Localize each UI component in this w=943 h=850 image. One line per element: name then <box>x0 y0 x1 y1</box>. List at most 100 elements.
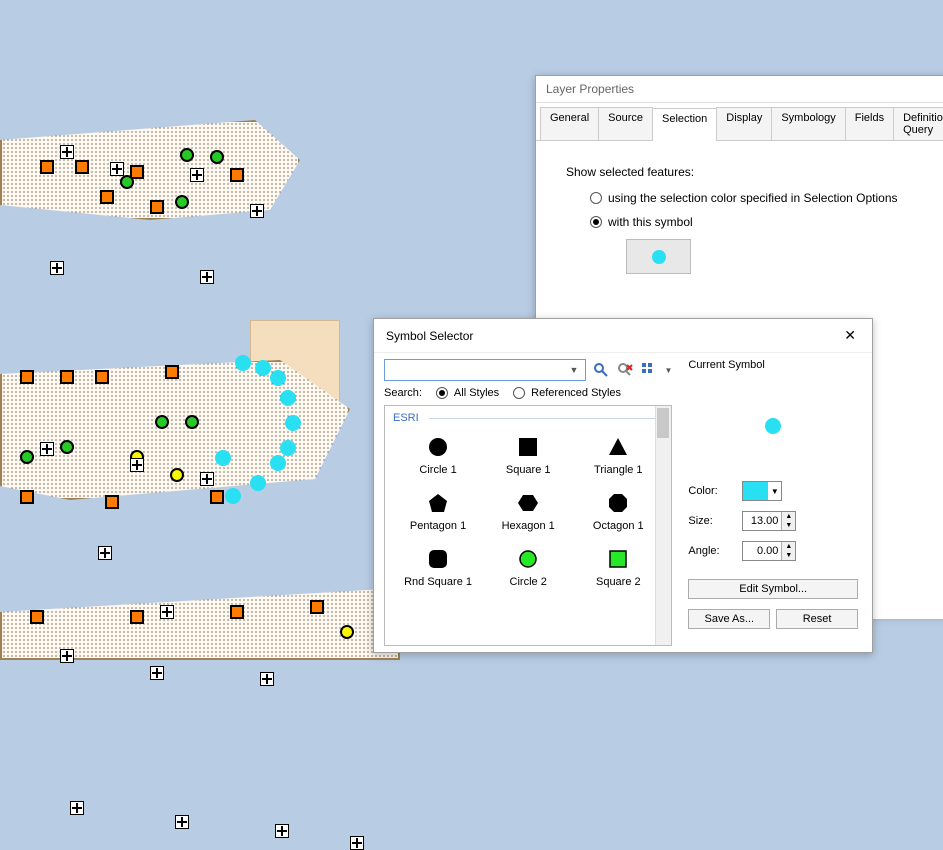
map-point-orange-sq[interactable] <box>100 190 114 204</box>
save-as-button[interactable]: Save As... <box>688 609 770 629</box>
map-point-yellow-circ[interactable] <box>340 625 354 639</box>
map-point-orange-sq[interactable] <box>95 370 109 384</box>
clear-search-icon[interactable] <box>616 361 634 379</box>
map-point-orange-sq[interactable] <box>230 168 244 182</box>
map-point-cyan-circ[interactable] <box>255 360 271 376</box>
reset-button[interactable]: Reset <box>776 609 858 629</box>
map-point-orange-sq[interactable] <box>40 160 54 174</box>
map-point-green-circ[interactable] <box>185 415 199 429</box>
map-point-green-circ[interactable] <box>175 195 189 209</box>
map-point-white-cross[interactable] <box>160 605 174 619</box>
map-point-white-cross[interactable] <box>350 836 364 850</box>
symbol-hexagon-1[interactable]: Hexagon 1 <box>483 486 573 538</box>
tab-definition-query[interactable]: Definition Query <box>893 107 943 140</box>
map-point-white-cross[interactable] <box>200 270 214 284</box>
map-point-white-cross[interactable] <box>130 458 144 472</box>
map-point-white-cross[interactable] <box>250 204 264 218</box>
close-icon[interactable]: ✕ <box>840 327 860 344</box>
map-point-orange-sq[interactable] <box>165 365 179 379</box>
radio-option-selection-color[interactable]: using the selection color specified in S… <box>590 191 924 205</box>
tab-source[interactable]: Source <box>598 107 653 140</box>
map-point-cyan-circ[interactable] <box>270 455 286 471</box>
map-point-white-cross[interactable] <box>60 649 74 663</box>
scrollbar-thumb[interactable] <box>657 408 669 438</box>
map-point-green-circ[interactable] <box>210 150 224 164</box>
dropdown-icon[interactable]: ▼ <box>664 366 672 375</box>
map-point-white-cross[interactable] <box>70 801 84 815</box>
map-point-white-cross[interactable] <box>260 672 274 686</box>
size-input[interactable]: ▲▼ <box>742 511 796 531</box>
map-point-cyan-circ[interactable] <box>225 488 241 504</box>
spinner-down-icon[interactable]: ▼ <box>782 551 795 560</box>
radio-referenced-styles[interactable]: Referenced Styles <box>513 387 621 399</box>
map-point-white-cross[interactable] <box>150 666 164 680</box>
map-point-orange-sq[interactable] <box>60 370 74 384</box>
window-title-bar[interactable]: Layer Properties <box>536 76 943 103</box>
dropdown-icon[interactable]: ▼ <box>570 365 579 375</box>
map-point-cyan-circ[interactable] <box>280 440 296 456</box>
spinner-up-icon[interactable]: ▲ <box>782 512 795 521</box>
map-point-cyan-circ[interactable] <box>215 450 231 466</box>
symbol-preview-button[interactable] <box>626 239 691 274</box>
tab-fields[interactable]: Fields <box>845 107 894 140</box>
map-point-cyan-circ[interactable] <box>250 475 266 491</box>
angle-input[interactable]: ▲▼ <box>742 541 796 561</box>
tab-symbology[interactable]: Symbology <box>771 107 845 140</box>
map-point-white-cross[interactable] <box>175 815 189 829</box>
window-title-bar[interactable]: Symbol Selector ✕ <box>374 319 872 353</box>
map-point-white-cross[interactable] <box>275 824 289 838</box>
map-point-orange-sq[interactable] <box>210 490 224 504</box>
angle-field[interactable] <box>743 542 781 560</box>
symbol-octagon-1[interactable]: Octagon 1 <box>573 486 663 538</box>
dropdown-icon[interactable]: ▼ <box>767 482 781 500</box>
spinner-up-icon[interactable]: ▲ <box>782 542 795 551</box>
map-point-white-cross[interactable] <box>110 162 124 176</box>
view-mode-icon[interactable] <box>640 361 658 379</box>
map-point-white-cross[interactable] <box>50 261 64 275</box>
search-icon[interactable] <box>592 361 610 379</box>
radio-option-with-symbol[interactable]: with this symbol <box>590 215 924 229</box>
map-point-green-circ[interactable] <box>60 440 74 454</box>
tab-display[interactable]: Display <box>716 107 772 140</box>
map-point-orange-sq[interactable] <box>310 600 324 614</box>
spinner-down-icon[interactable]: ▼ <box>782 521 795 530</box>
map-point-white-cross[interactable] <box>60 145 74 159</box>
symbol-pentagon-1[interactable]: Pentagon 1 <box>393 486 483 538</box>
color-picker[interactable]: ▼ <box>742 481 782 501</box>
symbol-square-1[interactable]: Square 1 <box>483 430 573 482</box>
map-point-white-cross[interactable] <box>40 442 54 456</box>
map-point-orange-sq[interactable] <box>75 160 89 174</box>
symbol-circle-1[interactable]: Circle 1 <box>393 430 483 482</box>
map-point-orange-sq[interactable] <box>105 495 119 509</box>
map-point-white-cross[interactable] <box>190 168 204 182</box>
symbol-rnd-square-1[interactable]: Rnd Square 1 <box>393 542 483 594</box>
tab-selection[interactable]: Selection <box>652 108 717 141</box>
symbol-triangle-1[interactable]: Triangle 1 <box>573 430 663 482</box>
map-point-white-cross[interactable] <box>200 472 214 486</box>
map-point-orange-sq[interactable] <box>20 490 34 504</box>
map-point-cyan-circ[interactable] <box>280 390 296 406</box>
map-point-cyan-circ[interactable] <box>235 355 251 371</box>
map-point-yellow-circ[interactable] <box>170 468 184 482</box>
map-point-orange-sq[interactable] <box>30 610 44 624</box>
map-point-green-circ[interactable] <box>120 175 134 189</box>
radio-all-styles[interactable]: All Styles <box>436 387 499 399</box>
scrollbar[interactable] <box>655 406 671 645</box>
map-point-green-circ[interactable] <box>155 415 169 429</box>
map-point-orange-sq[interactable] <box>230 605 244 619</box>
map-point-orange-sq[interactable] <box>20 370 34 384</box>
symbol-square-2[interactable]: Square 2 <box>573 542 663 594</box>
search-input[interactable] <box>384 359 586 381</box>
tab-general[interactable]: General <box>540 107 599 140</box>
map-point-green-circ[interactable] <box>180 148 194 162</box>
map-point-white-cross[interactable] <box>98 546 112 560</box>
map-point-orange-sq[interactable] <box>130 610 144 624</box>
symbol-circle-2[interactable]: Circle 2 <box>483 542 573 594</box>
symbol-list[interactable]: ESRI Circle 1Square 1Triangle 1Pentagon … <box>384 405 672 646</box>
edit-symbol-button[interactable]: Edit Symbol... <box>688 579 858 599</box>
map-point-cyan-circ[interactable] <box>285 415 301 431</box>
map-point-orange-sq[interactable] <box>150 200 164 214</box>
map-point-cyan-circ[interactable] <box>270 370 286 386</box>
size-field[interactable] <box>743 512 781 530</box>
map-point-green-circ[interactable] <box>20 450 34 464</box>
